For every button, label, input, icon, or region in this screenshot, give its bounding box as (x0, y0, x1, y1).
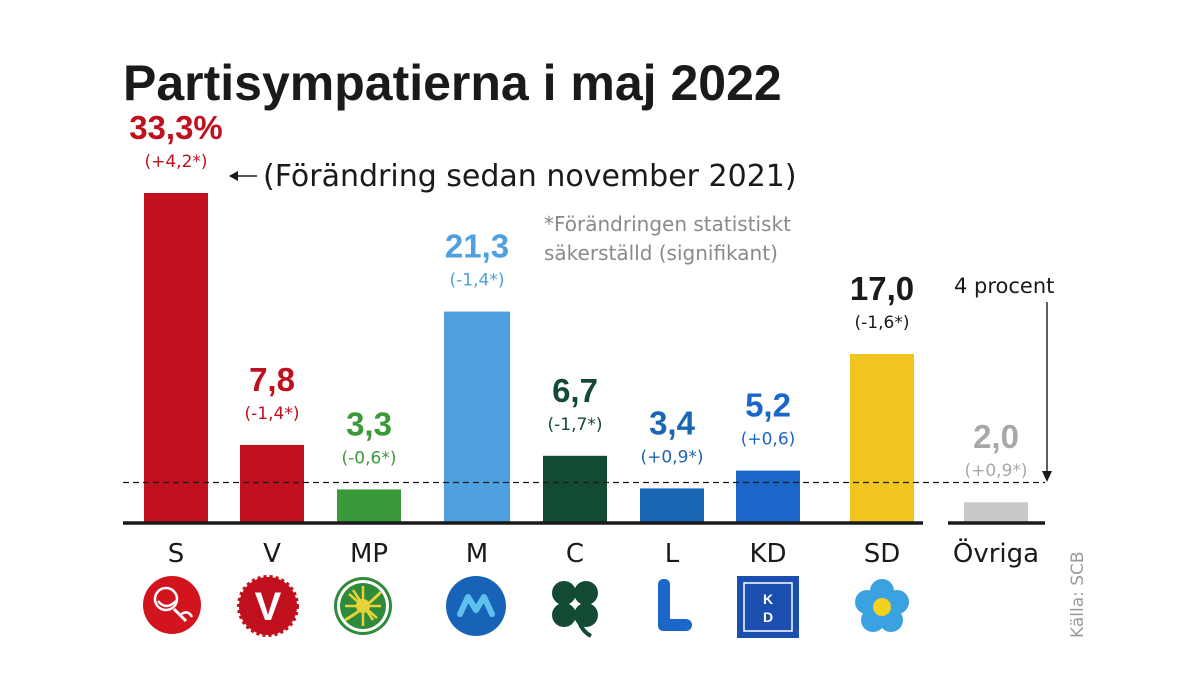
kd-square-icon: K D (737, 576, 799, 638)
change-label-s: (+4,2*) (144, 152, 207, 172)
significance-note-line-2: säkerställd (signifikant) (544, 241, 778, 265)
bar-mp (337, 489, 401, 522)
svg-text:D: D (763, 609, 773, 625)
category-label-c: C (566, 539, 584, 569)
bar-kd (736, 470, 800, 522)
category-label-ovriga: Övriga (953, 537, 1039, 569)
bar-l (640, 488, 704, 522)
bar-m (444, 311, 510, 522)
bar-c (543, 455, 607, 522)
change-label-sd: (-1,6*) (855, 313, 910, 333)
category-label-m: M (466, 539, 488, 569)
change-label-c: (-1,7*) (548, 415, 603, 435)
value-label-kd: 5,2 (745, 387, 791, 424)
bars-layer (144, 193, 1028, 522)
svg-text:K: K (763, 591, 773, 607)
category-label-v: V (263, 539, 281, 569)
bar-sd (850, 354, 914, 522)
threshold-arrow (1042, 302, 1052, 482)
threshold-label: 4 procent (954, 274, 1054, 298)
change-label-mp: (-0,6*) (342, 448, 397, 468)
m-circle-icon (446, 576, 506, 636)
significance-note-line-1: *Förändringen statistiskt (544, 212, 791, 236)
bar-s (144, 193, 208, 522)
category-label-kd: KD (749, 539, 786, 569)
value-label-ovriga: 2,0 (973, 418, 1019, 455)
four-leaf-clover-icon (552, 581, 598, 638)
value-label-m: 21,3 (445, 228, 509, 265)
labels-layer: (+4,2*) 33,3% (-1,4*) 7,8 (-0,6*) 3,3 (-1,4*) 2… (129, 109, 1027, 481)
v-heart-icon: V (237, 575, 299, 637)
blue-flower-icon (855, 579, 909, 632)
category-label-s: S (168, 539, 185, 569)
source-label: Källa: SCB (1068, 551, 1088, 638)
category-label-sd: SD (864, 539, 901, 569)
party-logos: V K D (143, 575, 909, 638)
category-label-mp: MP (350, 539, 388, 569)
dandelion-icon (334, 577, 392, 635)
change-label-l: (+0,9*) (640, 447, 703, 467)
rose-icon (143, 576, 201, 634)
category-labels: S V MP M C L KD SD Övriga (168, 537, 1039, 569)
bar-v (240, 444, 304, 522)
change-label-v: (-1,4*) (245, 404, 300, 424)
value-label-c: 6,7 (552, 372, 598, 409)
bar-ovriga (964, 502, 1028, 522)
value-label-l: 3,4 (649, 404, 696, 441)
l-letter-icon (658, 579, 692, 631)
change-note-arrow (229, 171, 257, 181)
value-label-v: 7,8 (249, 361, 295, 398)
value-label-mp: 3,3 (346, 405, 392, 442)
change-label-ovriga: (+0,9*) (964, 461, 1027, 481)
change-label-m: (-1,4*) (450, 271, 505, 291)
category-label-l: L (665, 539, 680, 569)
value-label-s: 33,3% (129, 109, 223, 146)
value-label-sd: 17,0 (850, 270, 914, 307)
change-note: (Förändring sedan november 2021) (263, 159, 797, 194)
chart-title: Partisympatierna i maj 2022 (123, 55, 782, 111)
change-label-kd: (+0,6) (741, 430, 796, 450)
svg-text:V: V (255, 585, 282, 629)
